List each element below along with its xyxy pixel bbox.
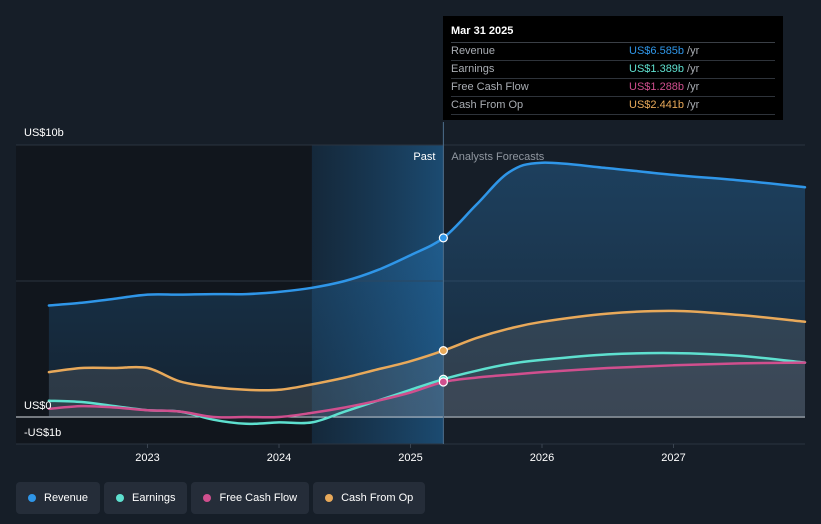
- free-cash-flow-marker[interactable]: [438, 377, 448, 387]
- tooltip-label: Earnings: [451, 63, 495, 75]
- legend-item-revenue[interactable]: Revenue: [16, 482, 101, 514]
- tooltip-unit: /yr: [687, 45, 700, 57]
- x-tick-label: 2023: [135, 452, 159, 464]
- cash-from-op-marker[interactable]: [438, 346, 448, 356]
- legend-label: Free Cash Flow: [219, 492, 298, 504]
- free-cash-flow-area: [48, 362, 805, 418]
- free-cash-flow-line[interactable]: [47, 361, 807, 419]
- legend-label: Cash From Op: [341, 492, 414, 504]
- tooltip-label: Revenue: [451, 45, 496, 57]
- legend-item-cash-from-op[interactable]: Cash From Op: [313, 482, 426, 514]
- revenue-marker[interactable]: [438, 233, 448, 243]
- legend: Revenue Earnings Free Cash Flow Cash Fro…: [16, 482, 426, 516]
- legend-label: Earnings: [132, 492, 176, 504]
- legend-label: Revenue: [44, 492, 89, 504]
- x-tick-label: 2024: [267, 452, 291, 464]
- tooltip-row-revenue: Revenue US$6.585b /yr: [451, 43, 775, 61]
- free-cash-flow-dot-icon: [203, 494, 212, 502]
- revenue-dot-icon: [28, 494, 36, 502]
- cash-from-op-dot-icon: [325, 494, 334, 502]
- tooltip-row-earnings: Earnings US$1.389b /yr: [451, 61, 775, 79]
- past-label: Past: [413, 151, 435, 163]
- tooltip-unit: /yr: [687, 81, 700, 93]
- legend-item-free-cash-flow[interactable]: Free Cash Flow: [191, 482, 310, 514]
- tooltip: Mar 31 2025 Revenue US$6.585b /yr Earnin…: [443, 16, 783, 120]
- y-tick-label: US$0: [24, 400, 52, 412]
- earnings-area: [48, 353, 805, 424]
- tooltip-value: US$2.441b: [629, 99, 685, 111]
- x-tick-label: 2027: [661, 452, 685, 464]
- tooltip-row-cash-from-op: Cash From Op US$2.441b /yr: [451, 97, 775, 115]
- y-tick-label: US$10b: [24, 127, 64, 139]
- x-tick-label: 2026: [530, 452, 554, 464]
- tooltip-label: Free Cash Flow: [451, 81, 529, 93]
- tooltip-row-free-cash-flow: Free Cash Flow US$1.288b /yr: [451, 79, 775, 97]
- earnings-dot-icon: [116, 494, 125, 502]
- y-tick-label: -US$1b: [24, 427, 61, 439]
- legend-item-earnings[interactable]: Earnings: [104, 482, 188, 514]
- tooltip-unit: /yr: [687, 99, 700, 111]
- tooltip-date: Mar 31 2025: [451, 24, 775, 43]
- revenue-line[interactable]: [47, 161, 807, 307]
- tooltip-value: US$1.389b: [629, 63, 685, 75]
- tooltip-value: US$1.288b: [629, 81, 685, 93]
- tooltip-label: Cash From Op: [451, 99, 524, 111]
- tooltip-value: US$6.585b: [629, 45, 685, 57]
- x-tick-label: 2025: [398, 452, 422, 464]
- tooltip-unit: /yr: [687, 63, 700, 75]
- cash-from-op-line[interactable]: [47, 309, 807, 392]
- forecast-label: Analysts Forecasts: [451, 151, 544, 163]
